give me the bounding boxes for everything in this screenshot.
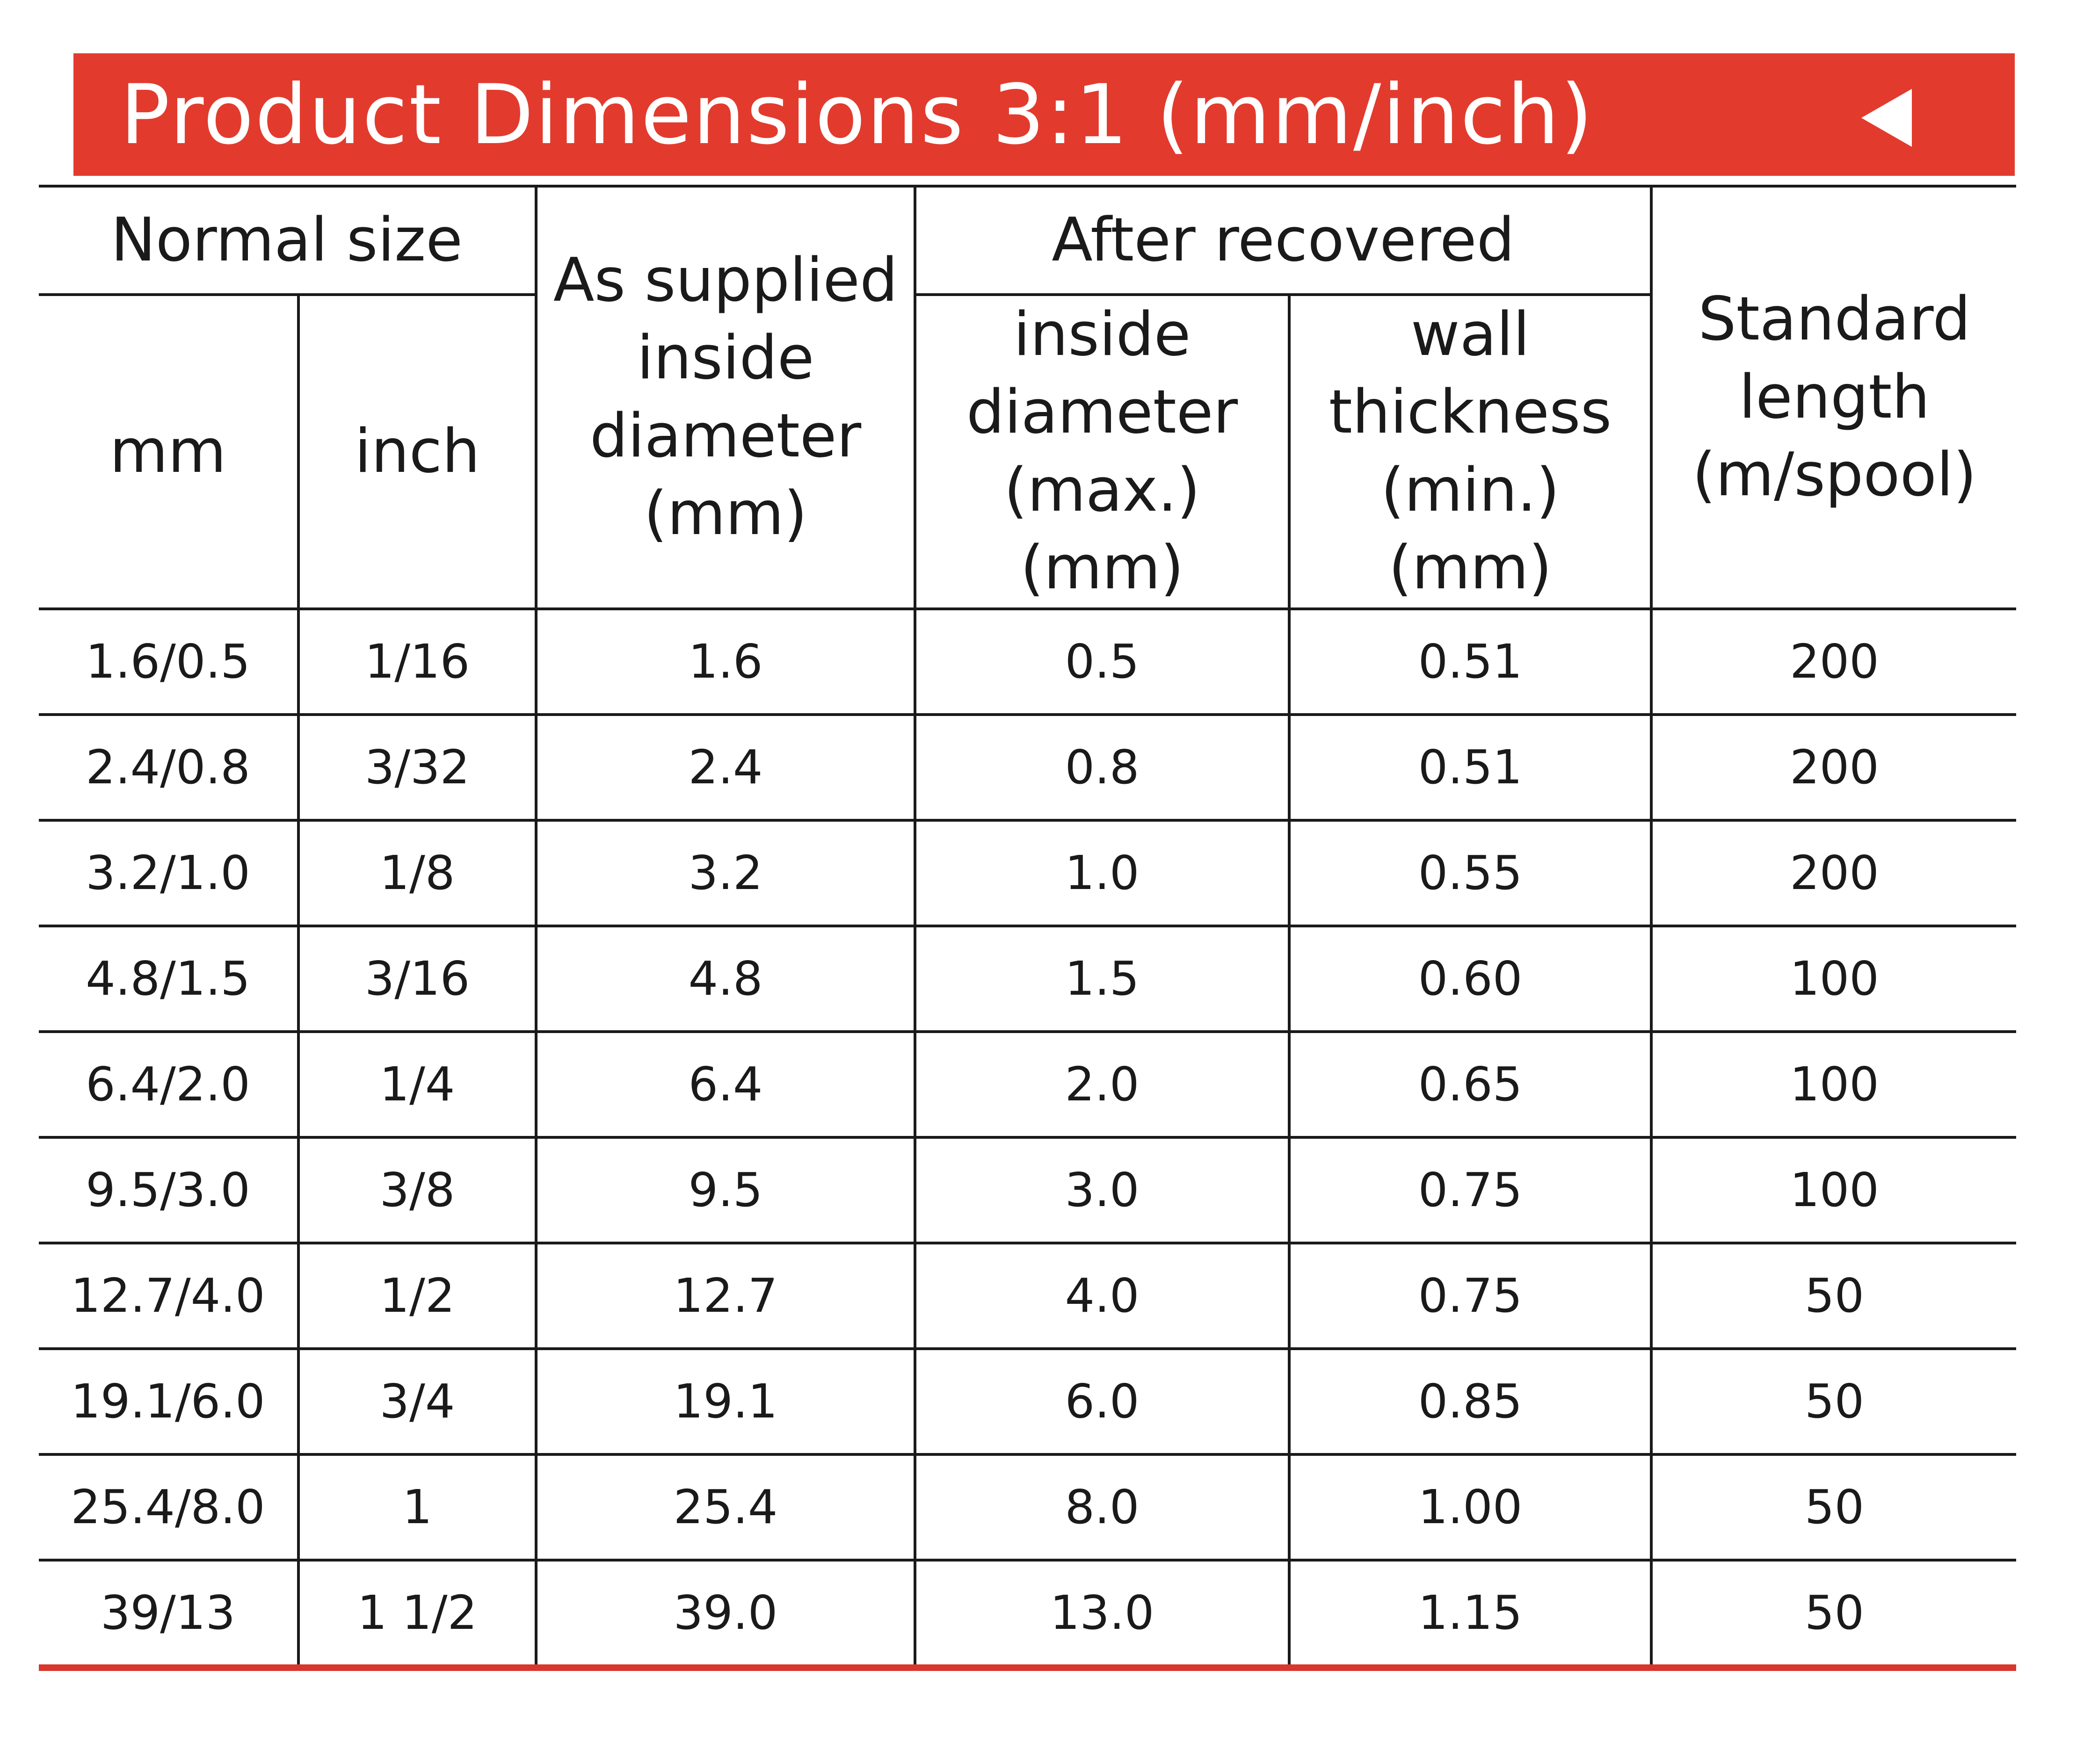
header-inside-diameter-line: diameter bbox=[966, 377, 1238, 448]
header-inside-diameter: inside diameter (max.) (mm) bbox=[914, 295, 1289, 610]
cell-standard-length: 200 bbox=[1650, 820, 2016, 927]
cell-inch: 1 1/2 bbox=[297, 1560, 536, 1671]
cell-recovered-diameter: 1.5 bbox=[914, 925, 1289, 1033]
cell-wall-thickness: 0.55 bbox=[1288, 820, 1651, 927]
header-standard-length-line: length bbox=[1739, 362, 1930, 432]
cell-supplied-diameter: 2.4 bbox=[535, 714, 915, 822]
header-wall-thickness: wall thickness (min.) (mm) bbox=[1288, 295, 1651, 610]
cell-mm: 39/13 bbox=[39, 1560, 298, 1671]
header-as-supplied-line: (mm) bbox=[644, 479, 807, 549]
table-row: 1.6/0.5 1/16 1.6 0.5 0.51 200 bbox=[39, 608, 2016, 716]
header-inch: inch bbox=[297, 295, 536, 610]
cell-wall-thickness: 0.51 bbox=[1288, 714, 1651, 822]
table-row: 19.1/6.0 3/4 19.1 6.0 0.85 50 bbox=[39, 1348, 2016, 1456]
cell-mm: 25.4/8.0 bbox=[39, 1454, 298, 1562]
cell-mm: 2.4/0.8 bbox=[39, 714, 298, 822]
cell-recovered-diameter: 6.0 bbox=[914, 1348, 1289, 1456]
table-row: 4.8/1.5 3/16 4.8 1.5 0.60 100 bbox=[39, 925, 2016, 1033]
cell-supplied-diameter: 19.1 bbox=[535, 1348, 915, 1456]
cell-recovered-diameter: 2.0 bbox=[914, 1031, 1289, 1139]
cell-wall-thickness: 1.15 bbox=[1288, 1560, 1651, 1671]
cell-inch: 3/4 bbox=[297, 1348, 536, 1456]
cell-recovered-diameter: 13.0 bbox=[914, 1560, 1289, 1671]
cell-mm: 19.1/6.0 bbox=[39, 1348, 298, 1456]
cell-inch: 3/8 bbox=[297, 1137, 536, 1244]
cell-recovered-diameter: 4.0 bbox=[914, 1243, 1289, 1350]
header-standard-length: Standard length (m/spool) bbox=[1650, 185, 2016, 610]
cell-standard-length: 50 bbox=[1650, 1243, 2016, 1350]
cell-inch: 1/4 bbox=[297, 1031, 536, 1139]
cell-supplied-diameter: 4.8 bbox=[535, 925, 915, 1033]
header-mm: mm bbox=[39, 295, 298, 610]
cell-recovered-diameter: 3.0 bbox=[914, 1137, 1289, 1244]
header-standard-length-line: Standard bbox=[1698, 284, 1971, 354]
cell-wall-thickness: 0.65 bbox=[1288, 1031, 1651, 1139]
table-row: 12.7/4.0 1/2 12.7 4.0 0.75 50 bbox=[39, 1243, 2016, 1350]
cell-recovered-diameter: 1.0 bbox=[914, 820, 1289, 927]
cell-mm: 1.6/0.5 bbox=[39, 608, 298, 716]
cell-supplied-diameter: 3.2 bbox=[535, 820, 915, 927]
cell-standard-length: 50 bbox=[1650, 1454, 2016, 1562]
cell-standard-length: 100 bbox=[1650, 1031, 2016, 1139]
header-wall-thickness-line: thickness bbox=[1329, 377, 1612, 448]
cell-mm: 4.8/1.5 bbox=[39, 925, 298, 1033]
cell-mm: 3.2/1.0 bbox=[39, 820, 298, 927]
cell-standard-length: 50 bbox=[1650, 1560, 2016, 1671]
table-row: 3.2/1.0 1/8 3.2 1.0 0.55 200 bbox=[39, 820, 2016, 927]
cell-wall-thickness: 0.60 bbox=[1288, 925, 1651, 1033]
cell-supplied-diameter: 25.4 bbox=[535, 1454, 915, 1562]
cell-inch: 1/16 bbox=[297, 608, 536, 716]
cell-wall-thickness: 0.85 bbox=[1288, 1348, 1651, 1456]
cell-wall-thickness: 0.51 bbox=[1288, 608, 1651, 716]
cell-standard-length: 200 bbox=[1650, 714, 2016, 822]
cell-supplied-diameter: 6.4 bbox=[535, 1031, 915, 1139]
header-inside-diameter-line: inside bbox=[1013, 300, 1191, 369]
cell-supplied-diameter: 9.5 bbox=[535, 1137, 915, 1244]
header-standard-length-line: (m/spool) bbox=[1692, 440, 1977, 510]
table-row: 25.4/8.0 1 25.4 8.0 1.00 50 bbox=[39, 1454, 2016, 1562]
header-as-supplied: As supplied inside diameter (mm) bbox=[535, 185, 915, 610]
header-as-supplied-line: diameter bbox=[589, 401, 862, 471]
cell-recovered-diameter: 8.0 bbox=[914, 1454, 1289, 1562]
header-after-recovered: After recovered bbox=[914, 185, 1651, 296]
cell-standard-length: 50 bbox=[1650, 1348, 2016, 1456]
header-row-top: Normal size As supplied inside diameter … bbox=[39, 185, 2016, 610]
cell-inch: 1 bbox=[297, 1454, 536, 1562]
header-inside-diameter-line: (max.) (mm) bbox=[1004, 455, 1200, 603]
table-row: 9.5/3.0 3/8 9.5 3.0 0.75 100 bbox=[39, 1137, 2016, 1244]
header-as-supplied-line: As supplied bbox=[553, 246, 898, 315]
cell-mm: 6.4/2.0 bbox=[39, 1031, 298, 1139]
table-row: 2.4/0.8 3/32 2.4 0.8 0.51 200 bbox=[39, 714, 2016, 822]
header-wall-thickness-line: (min.) (mm) bbox=[1381, 455, 1560, 603]
cell-wall-thickness: 0.75 bbox=[1288, 1243, 1651, 1350]
table-row: 39/13 1 1/2 39.0 13.0 1.15 50 bbox=[39, 1560, 2016, 1671]
cell-recovered-diameter: 0.5 bbox=[914, 608, 1289, 716]
left-triangle-icon[interactable] bbox=[1861, 89, 1912, 147]
header-wall-thickness-line: wall bbox=[1410, 300, 1530, 369]
cell-standard-length: 100 bbox=[1650, 925, 2016, 1033]
cell-inch: 3/32 bbox=[297, 714, 536, 822]
cell-standard-length: 100 bbox=[1650, 1137, 2016, 1244]
header-as-supplied-line: inside bbox=[637, 323, 814, 393]
header-normal-size: Normal size bbox=[39, 185, 536, 296]
cell-inch: 1/2 bbox=[297, 1243, 536, 1350]
cell-wall-thickness: 0.75 bbox=[1288, 1137, 1651, 1244]
cell-mm: 12.7/4.0 bbox=[39, 1243, 298, 1350]
cell-supplied-diameter: 1.6 bbox=[535, 608, 915, 716]
cell-supplied-diameter: 39.0 bbox=[535, 1560, 915, 1671]
page-title: Product Dimensions 3:1 (mm/inch) bbox=[120, 66, 1594, 163]
title-banner: Product Dimensions 3:1 (mm/inch) bbox=[73, 53, 2015, 176]
cell-mm: 9.5/3.0 bbox=[39, 1137, 298, 1244]
table-row: 6.4/2.0 1/4 6.4 2.0 0.65 100 bbox=[39, 1031, 2016, 1139]
cell-inch: 1/8 bbox=[297, 820, 536, 927]
cell-recovered-diameter: 0.8 bbox=[914, 714, 1289, 822]
cell-wall-thickness: 1.00 bbox=[1288, 1454, 1651, 1562]
header-row-sub: mm inch inside diameter (max.) (mm) wall… bbox=[39, 295, 2016, 610]
dimensions-table: Normal size As supplied inside diameter … bbox=[39, 185, 2016, 1671]
cell-supplied-diameter: 12.7 bbox=[535, 1243, 915, 1350]
cell-inch: 3/16 bbox=[297, 925, 536, 1033]
cell-standard-length: 200 bbox=[1650, 608, 2016, 716]
